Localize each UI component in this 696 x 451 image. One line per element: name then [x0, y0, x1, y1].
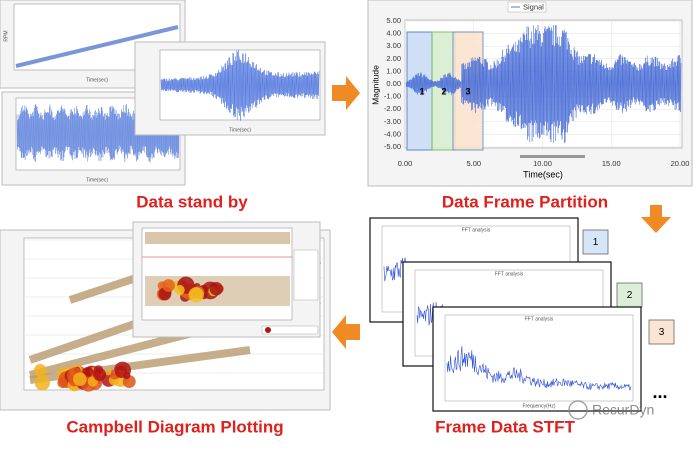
- plot-title: FFT analysis: [495, 271, 524, 277]
- x-tick-label: 0.00: [398, 159, 413, 168]
- arrow: [332, 76, 360, 110]
- bubble: [58, 377, 68, 387]
- legend: [293, 249, 319, 301]
- y-tick-label: 0.00: [386, 79, 401, 88]
- bubble: [73, 372, 87, 387]
- y-tick-label: 5.00: [386, 16, 401, 25]
- ellipsis: ...: [652, 382, 667, 402]
- bubble: [209, 281, 224, 296]
- frame-number: 3: [659, 327, 665, 338]
- legend: [507, 1, 547, 13]
- y-tick-label: -3.00: [384, 117, 401, 126]
- y-tick-label: -5.00: [384, 142, 401, 151]
- wave-path: [405, 24, 682, 144]
- wave-path: [16, 103, 180, 163]
- frame-label: 2: [441, 86, 446, 96]
- arrow: [641, 205, 671, 233]
- y-tick-label: 4.00: [386, 29, 401, 38]
- x-label: Time(sec): [523, 169, 563, 179]
- plot-title: FFT analysis: [462, 227, 491, 233]
- y-tick-label: -1.00: [384, 92, 401, 101]
- x-tick-label: 15.00: [602, 159, 621, 168]
- frame-label: 3: [465, 86, 470, 96]
- caption: Data Frame Partition: [442, 192, 608, 211]
- bubble: [104, 368, 112, 376]
- bubble: [162, 279, 175, 292]
- x-label: Time(sec): [86, 77, 108, 83]
- bubble: [34, 375, 50, 391]
- caption: Frame Data STFT: [435, 417, 575, 436]
- frame-number: 1: [593, 237, 599, 248]
- waveform: [405, 24, 682, 144]
- legend: [261, 325, 319, 335]
- frame-number-box: [648, 319, 675, 345]
- y-tick-label: 1.00: [386, 66, 401, 75]
- scrollbar: [520, 155, 585, 158]
- rpm-line: [15, 25, 179, 68]
- bubble: [174, 285, 185, 295]
- band: [145, 232, 290, 244]
- y-tick-label: 3.00: [386, 41, 401, 50]
- legend-label: Signal: [523, 2, 544, 11]
- bubble: [93, 368, 107, 382]
- bubble: [33, 364, 47, 378]
- bubble: [122, 371, 131, 380]
- standby-collage: RPM Time(sec) Time(sec) Time(sec): [0, 0, 326, 186]
- waveform: [16, 103, 180, 163]
- x-tick-label: 5.00: [466, 159, 481, 168]
- x-tick-label: 20.00: [671, 159, 690, 168]
- y-label: RPM: [3, 30, 9, 41]
- x-tick-label: 10.00: [533, 159, 552, 168]
- x-label: Time(sec): [229, 127, 251, 133]
- caption: Data stand by: [136, 192, 248, 211]
- y-tick-label: -4.00: [384, 129, 401, 138]
- watermark-icon: [568, 400, 588, 420]
- x-label: Time(sec): [86, 177, 108, 183]
- legend-swatch: [265, 327, 271, 333]
- watermark: RecurDyn: [568, 400, 654, 420]
- bubble: [188, 287, 204, 303]
- frame-number-box: [616, 282, 643, 308]
- plot-title: FFT analysis: [525, 316, 554, 322]
- arrow: [332, 315, 360, 349]
- frame-number: 2: [627, 290, 633, 301]
- frame-label: 1: [419, 86, 424, 96]
- y-label: Magnitude: [370, 65, 380, 105]
- waveform: [160, 49, 320, 121]
- y-tick-label: 2.00: [386, 54, 401, 63]
- caption: Campbell Diagram Plotting: [66, 417, 283, 436]
- wave-path: [160, 49, 320, 121]
- campbell-plot: [142, 232, 292, 306]
- spectrum: [446, 346, 632, 391]
- campbell-collage: [0, 221, 331, 411]
- axis-label: Frequency(Hz): [522, 403, 555, 409]
- watermark-text: RecurDyn: [592, 402, 654, 418]
- signal-window: 5.00 4.00 3.00 2.00 1.00 0.00 -1.00 -2.00 -3.00 -…: [367, 0, 693, 187]
- frame-number-box: [582, 229, 609, 255]
- y-tick-label: -2.00: [384, 104, 401, 113]
